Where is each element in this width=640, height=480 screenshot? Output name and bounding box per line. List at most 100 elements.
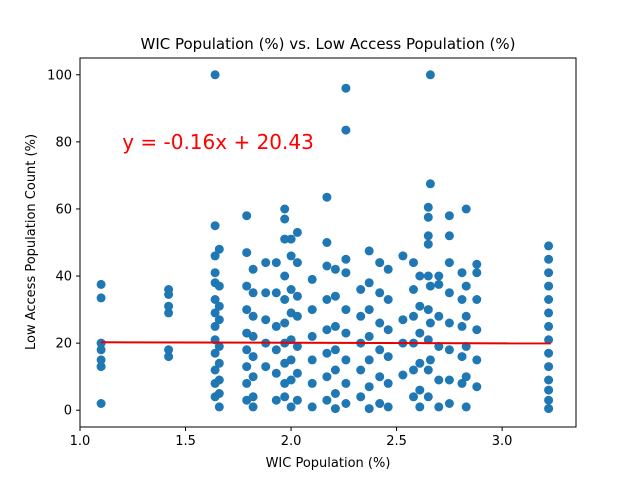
data-point xyxy=(364,305,374,315)
data-point xyxy=(286,285,296,294)
data-point xyxy=(461,281,471,291)
data-point xyxy=(472,382,482,392)
data-point xyxy=(280,214,290,224)
data-point xyxy=(364,404,374,414)
data-point xyxy=(472,355,482,365)
data-point xyxy=(214,389,224,398)
data-point xyxy=(214,402,224,412)
data-point xyxy=(444,318,454,328)
data-point xyxy=(271,288,281,298)
data-point xyxy=(434,271,444,281)
data-point xyxy=(286,375,296,385)
data-point xyxy=(544,321,554,331)
data-point xyxy=(415,402,425,412)
data-point xyxy=(383,264,393,274)
data-point xyxy=(292,368,302,378)
data-point xyxy=(271,321,281,331)
data-point xyxy=(444,288,454,298)
data-point xyxy=(271,368,281,378)
data-point xyxy=(330,291,340,301)
data-point xyxy=(210,348,220,358)
data-point xyxy=(425,318,435,328)
data-point xyxy=(261,258,271,268)
x-tick-label: 3.0 xyxy=(492,434,513,449)
data-point xyxy=(544,268,554,278)
data-point xyxy=(96,345,106,355)
data-point xyxy=(544,362,554,372)
data-point xyxy=(472,295,482,304)
x-axis: 1.0 1.5 2.0 2.5 3.0 xyxy=(70,427,513,449)
data-point xyxy=(292,311,302,321)
data-point xyxy=(364,246,374,256)
data-point xyxy=(398,315,408,325)
data-point xyxy=(322,348,332,358)
data-points xyxy=(96,70,554,414)
data-point xyxy=(248,311,258,321)
data-point xyxy=(96,399,106,408)
y-tick-label: 60 xyxy=(55,202,72,217)
data-point xyxy=(423,212,433,222)
data-point xyxy=(210,268,220,278)
data-point xyxy=(444,231,454,241)
data-point xyxy=(375,318,385,328)
data-point xyxy=(383,378,393,388)
data-point xyxy=(415,385,425,395)
data-point xyxy=(341,268,351,278)
data-point xyxy=(96,279,106,289)
data-point xyxy=(261,288,271,298)
data-point xyxy=(457,352,467,362)
data-point xyxy=(286,355,296,365)
data-point xyxy=(341,355,351,365)
data-point xyxy=(292,258,302,268)
data-point xyxy=(544,254,554,264)
data-point xyxy=(461,311,471,321)
data-point xyxy=(444,399,454,408)
data-point xyxy=(461,372,471,382)
data-point xyxy=(96,338,106,348)
data-point xyxy=(307,331,317,341)
data-point xyxy=(280,318,290,328)
data-point xyxy=(415,271,425,281)
y-tick-label: 80 xyxy=(55,135,72,150)
data-point xyxy=(341,378,351,388)
data-point xyxy=(280,204,290,214)
data-point xyxy=(375,345,385,355)
data-point xyxy=(356,285,366,294)
data-point xyxy=(286,251,296,261)
x-tick-label: 1.0 xyxy=(70,434,91,449)
data-point xyxy=(214,315,224,325)
plot-frame xyxy=(79,57,577,428)
data-point xyxy=(434,375,444,385)
data-point xyxy=(364,278,374,288)
data-point xyxy=(214,281,224,291)
data-point xyxy=(423,392,433,402)
data-point xyxy=(164,290,174,299)
data-point xyxy=(341,305,351,315)
data-point xyxy=(341,328,351,338)
data-point xyxy=(341,83,351,93)
data-point xyxy=(444,375,454,385)
data-point xyxy=(214,244,224,254)
data-point xyxy=(457,295,467,304)
data-point xyxy=(242,378,252,388)
data-point xyxy=(423,231,433,241)
data-point xyxy=(423,365,433,375)
data-point xyxy=(214,342,224,351)
data-point xyxy=(409,285,418,294)
data-point xyxy=(383,325,393,335)
data-point xyxy=(544,395,554,405)
data-point xyxy=(461,402,471,412)
data-point xyxy=(434,402,444,412)
data-point xyxy=(322,372,332,382)
data-point xyxy=(248,331,258,341)
y-tick-label: 20 xyxy=(55,337,72,352)
data-point xyxy=(425,355,435,365)
data-point xyxy=(214,375,224,385)
data-point xyxy=(330,404,340,414)
data-point xyxy=(415,301,425,311)
data-point xyxy=(544,335,554,345)
data-point xyxy=(444,211,454,221)
regression-line xyxy=(101,341,551,345)
data-point xyxy=(286,402,296,412)
data-point xyxy=(425,70,435,80)
